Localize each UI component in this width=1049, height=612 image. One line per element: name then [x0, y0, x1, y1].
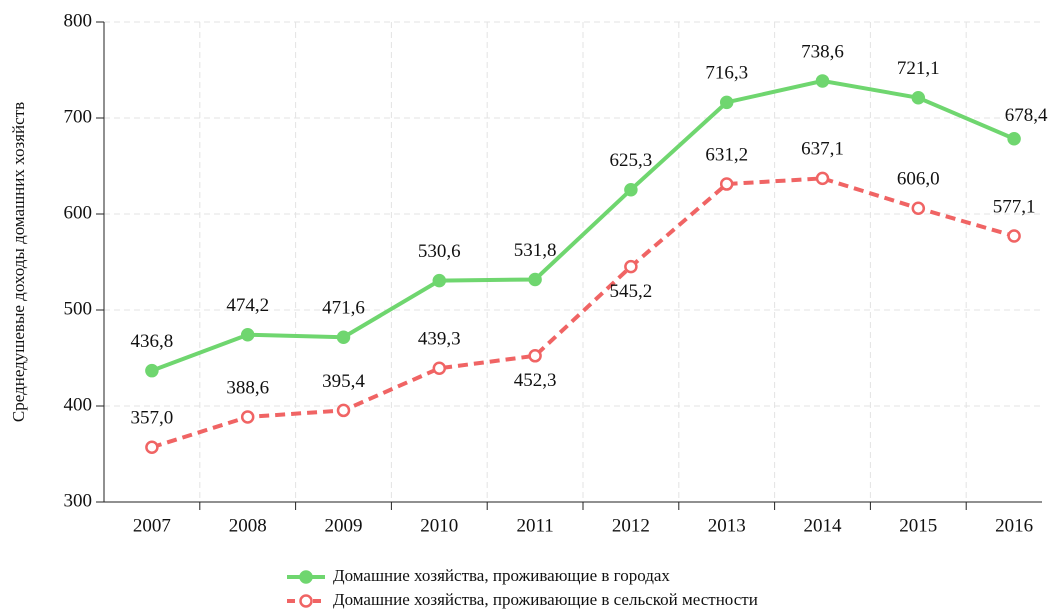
data-label: 606,0	[897, 169, 940, 190]
y-axis-label: Среднедушевые доходы домашних хозяйств	[9, 102, 28, 422]
series-line	[151, 176, 1015, 450]
x-tick-label: 2011	[516, 515, 553, 536]
x-tick-label: 2013	[708, 515, 746, 536]
legend-label: Домашние хозяйства, проживающие в города…	[333, 566, 670, 585]
legend-label: Домашние хозяйства, проживающие в сельск…	[333, 590, 758, 609]
data-label: 474,2	[226, 295, 269, 316]
marker	[815, 74, 830, 88]
data-label: 631,2	[705, 144, 748, 165]
marker	[1007, 131, 1021, 146]
y-tick-label: 500	[64, 298, 93, 319]
data-label: 678,4	[1005, 105, 1048, 126]
marker	[240, 328, 255, 342]
marker	[145, 440, 159, 455]
data-label: 436,8	[131, 331, 174, 352]
marker	[528, 349, 542, 363]
data-label: 439,3	[418, 329, 461, 350]
marker	[528, 272, 542, 287]
x-tick-label: 2009	[325, 515, 363, 536]
data-label: 395,4	[322, 371, 365, 392]
data-label: 577,1	[993, 196, 1036, 217]
data-label: 545,2	[610, 281, 653, 302]
data-label: 357,0	[131, 408, 174, 429]
marker	[815, 171, 830, 186]
data-label: 531,8	[514, 240, 557, 261]
marker	[432, 361, 447, 376]
data-label: 388,6	[226, 377, 269, 398]
marker	[432, 273, 447, 288]
y-tick-label: 300	[64, 490, 93, 511]
data-label: 471,6	[322, 298, 365, 319]
data-label: 721,1	[897, 58, 940, 79]
legend-marker	[299, 570, 313, 584]
y-tick-label: 800	[64, 10, 93, 31]
legend-marker	[299, 594, 313, 608]
marker	[1007, 229, 1021, 243]
x-tick-label: 2014	[804, 515, 843, 536]
marker	[336, 403, 351, 418]
y-tick-label: 400	[64, 394, 93, 415]
x-tick-label: 2010	[420, 515, 458, 536]
y-tick-label: 600	[64, 202, 93, 223]
marker	[240, 410, 255, 424]
x-tick-label: 2015	[899, 515, 937, 536]
data-label: 530,6	[418, 241, 461, 262]
marker	[145, 363, 159, 378]
marker	[624, 182, 638, 197]
x-tick-label: 2016	[995, 515, 1033, 536]
marker	[719, 95, 734, 110]
x-tick-label: 2012	[612, 515, 650, 536]
data-label: 625,3	[610, 150, 653, 171]
marker	[624, 259, 638, 274]
marker	[336, 330, 351, 345]
marker	[911, 90, 926, 105]
y-tick-label: 700	[64, 106, 93, 127]
x-tick-label: 2008	[229, 515, 267, 536]
marker	[911, 201, 926, 215]
series-line	[151, 78, 1015, 373]
marker	[719, 177, 734, 191]
x-tick-label: 2007	[133, 515, 171, 536]
data-label: 738,6	[801, 41, 844, 62]
data-label: 452,3	[514, 370, 557, 391]
data-label: 637,1	[801, 139, 844, 160]
data-label: 716,3	[705, 63, 748, 84]
